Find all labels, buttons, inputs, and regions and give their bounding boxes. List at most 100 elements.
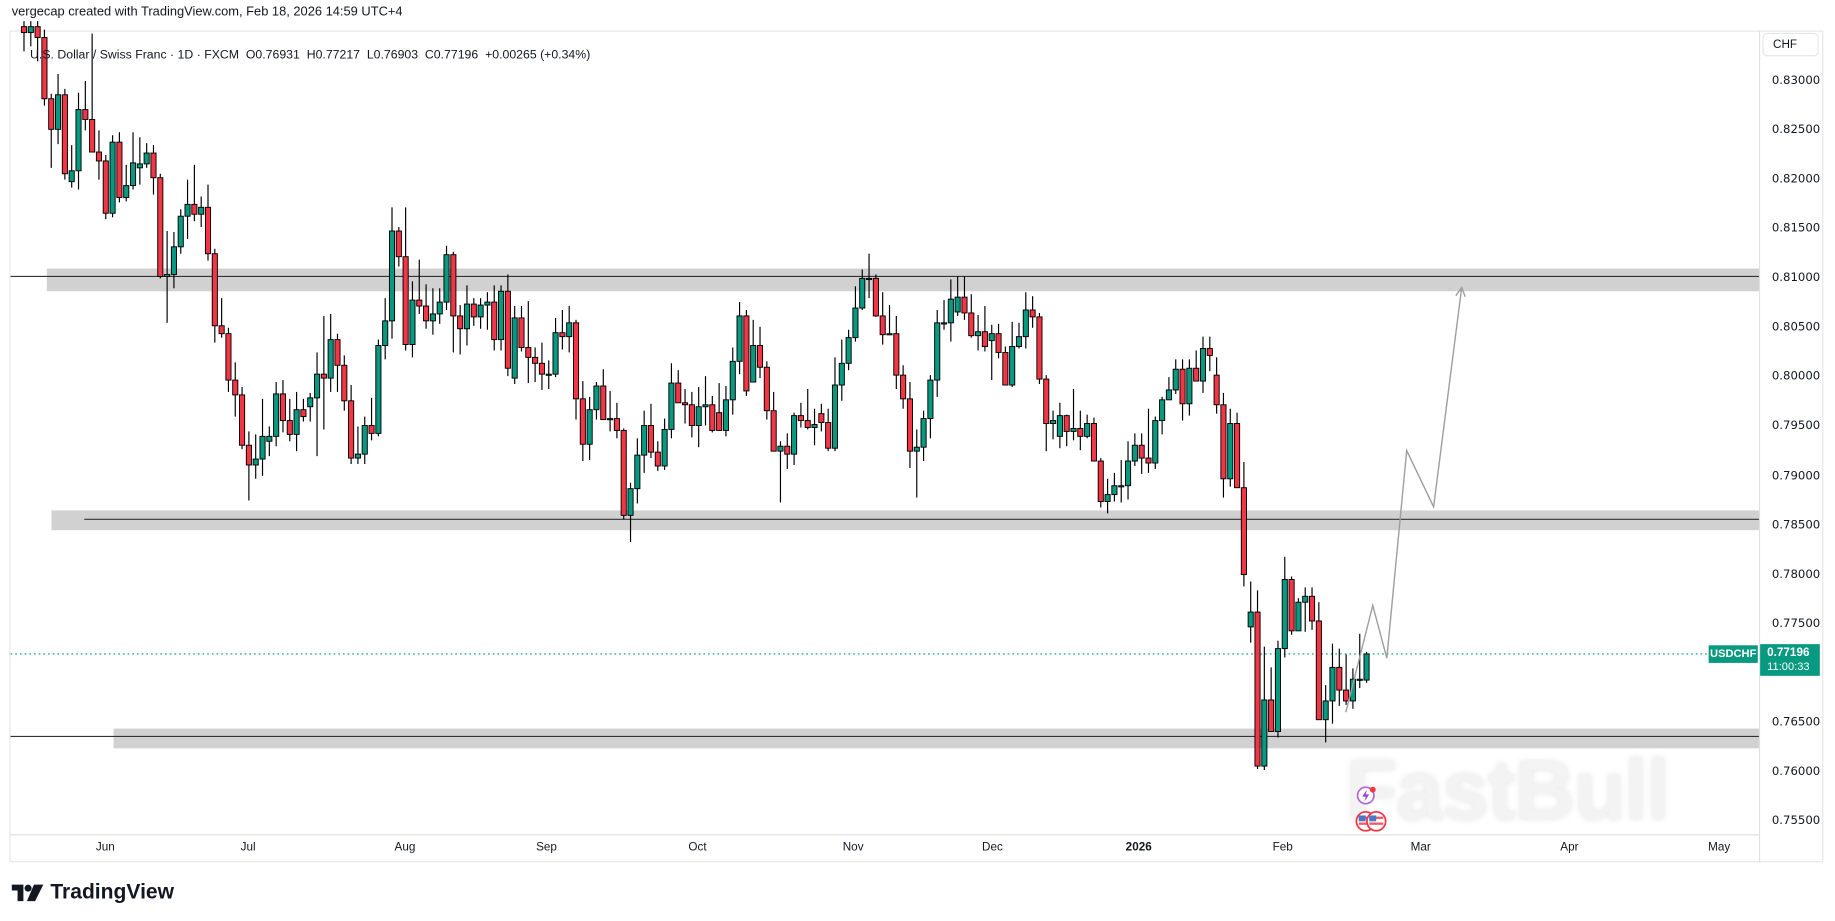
candle-body — [463, 303, 471, 330]
candle-body — [791, 415, 798, 455]
candle — [1336, 648, 1343, 706]
candle-body — [934, 322, 941, 381]
candle — [654, 441, 661, 471]
candle-body — [1118, 485, 1125, 488]
candle — [1050, 410, 1057, 440]
candle — [934, 309, 941, 397]
time-tick-label: Aug — [394, 841, 416, 855]
candle-body — [225, 333, 232, 381]
candle-body — [688, 404, 695, 426]
candle-body — [1165, 389, 1172, 401]
price-tick-label: 0.81000 — [1771, 271, 1821, 285]
candle — [688, 391, 695, 438]
candle — [1002, 346, 1009, 386]
candle-body — [1356, 678, 1363, 681]
candle — [423, 284, 430, 329]
tradingview-logo[interactable]: TradingView — [11, 879, 175, 905]
candle — [532, 347, 539, 383]
candle-body — [245, 444, 252, 466]
candle-body — [1159, 399, 1166, 422]
candle-body — [198, 206, 205, 215]
candle — [1193, 350, 1200, 382]
candle — [320, 315, 327, 430]
price-tick-label: 0.82000 — [1771, 173, 1821, 187]
candle-body — [906, 398, 913, 452]
time-axis[interactable] — [9, 834, 1759, 863]
candle-body — [1240, 487, 1247, 576]
candle-body — [293, 409, 300, 435]
candle — [450, 251, 457, 353]
candle-body — [627, 488, 634, 516]
candle — [1015, 322, 1023, 349]
price-axis[interactable] — [1758, 30, 1825, 863]
us-economic-events-icon[interactable] — [1354, 810, 1394, 833]
candle — [279, 380, 287, 433]
candle — [293, 391, 300, 452]
candle — [661, 418, 668, 470]
candle — [1104, 478, 1111, 514]
candle-body — [634, 454, 641, 490]
candle — [641, 410, 648, 473]
symbol-legend[interactable]: U.S. Dollar / Swiss Franc · 1D · FXCM O0… — [30, 48, 591, 63]
time-tick-label: 2026 — [1125, 841, 1152, 855]
candle-body — [586, 409, 593, 445]
legend-close: C0.77196 — [424, 48, 479, 63]
candle — [252, 434, 259, 479]
candle — [1274, 640, 1282, 738]
candle — [675, 370, 682, 404]
price-tick-label: 0.83000 — [1771, 74, 1821, 88]
candle-body — [525, 347, 532, 358]
candle — [1240, 462, 1247, 587]
interval[interactable]: 1D — [177, 48, 194, 63]
candle-body — [756, 345, 764, 368]
candle — [20, 21, 28, 52]
candle — [804, 388, 811, 430]
candle — [443, 245, 450, 310]
candle — [777, 441, 784, 503]
candle — [239, 386, 246, 450]
candle — [866, 253, 873, 299]
candle — [498, 285, 505, 351]
candle-body — [89, 118, 96, 153]
candle-body — [1097, 460, 1104, 502]
candle-body — [1308, 595, 1316, 622]
lightning-event-icon[interactable] — [1355, 784, 1378, 807]
candle — [750, 319, 757, 383]
candle-body — [150, 152, 157, 179]
candle-body — [320, 373, 327, 379]
candle-body — [211, 253, 218, 327]
candle — [157, 173, 164, 279]
candle — [702, 376, 709, 426]
candle — [429, 288, 436, 335]
candle-body — [1186, 367, 1193, 405]
candle — [770, 391, 777, 452]
fastbull-watermark: FastBull — [1345, 743, 1670, 838]
candle — [1322, 685, 1329, 743]
candle — [954, 276, 961, 316]
candle-body — [852, 307, 859, 339]
tradingview-logo-text: TradingView — [50, 879, 175, 904]
candle-body — [361, 425, 368, 455]
candle-body — [1179, 368, 1186, 405]
candle-body — [1090, 423, 1097, 462]
candle-body — [129, 162, 137, 187]
candle-body — [947, 298, 954, 324]
candle — [1302, 587, 1309, 632]
candle — [859, 269, 866, 310]
candle-body — [1015, 336, 1023, 347]
candle-body — [1029, 309, 1036, 318]
candle — [232, 362, 239, 417]
candle — [927, 375, 934, 439]
time-tick-label: Nov — [842, 841, 864, 855]
candle — [382, 298, 389, 360]
candle — [518, 306, 525, 352]
candle-body — [1138, 444, 1145, 459]
candle-body — [661, 428, 668, 467]
exchange: FXCM — [204, 48, 240, 63]
candle-body — [239, 394, 246, 446]
candle — [838, 339, 845, 401]
candle — [900, 365, 907, 409]
currency-button[interactable]: CHF — [1762, 32, 1819, 57]
candle — [61, 88, 68, 180]
